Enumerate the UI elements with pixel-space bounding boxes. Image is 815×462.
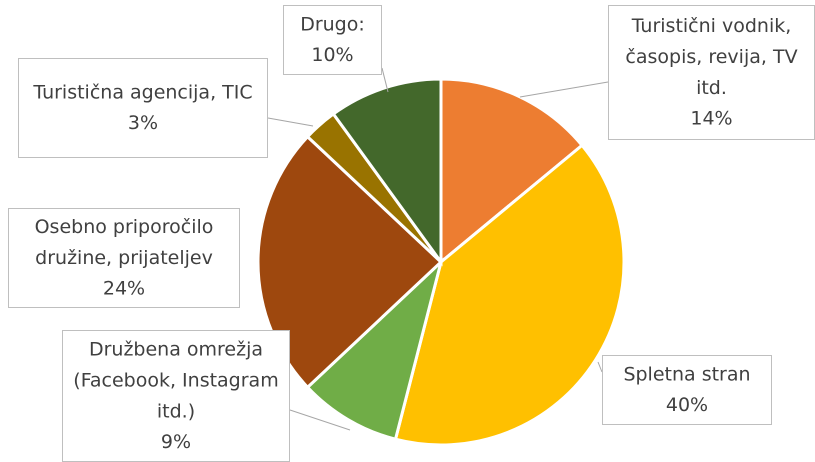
label-box bbox=[18, 58, 268, 158]
data-label: Družbena omrežja (Facebook, Instagram itd.… bbox=[62, 330, 290, 462]
pie bbox=[256, 77, 626, 447]
label-box bbox=[602, 355, 772, 425]
value-label: 3% bbox=[128, 112, 158, 134]
label-box bbox=[283, 5, 382, 75]
data-label: Spletna stran 40% bbox=[602, 355, 772, 425]
value-label: 40% bbox=[666, 394, 708, 416]
label-box bbox=[608, 5, 815, 140]
category-label: Osebno priporočilo družine, prijateljev bbox=[35, 216, 214, 269]
value-label: 24% bbox=[103, 278, 145, 300]
leader-lines bbox=[267, 67, 609, 431]
label-box bbox=[62, 330, 290, 462]
data-label: Osebno priporočilo družine, prijateljev 24… bbox=[8, 208, 240, 308]
leader-line bbox=[519, 81, 609, 98]
category-label: Turistični vodnik, časopis, revija, TV itd… bbox=[625, 15, 797, 99]
leader-line bbox=[289, 409, 351, 431]
value-label: 9% bbox=[161, 431, 191, 453]
value-label: 10% bbox=[311, 44, 353, 66]
value-label: 14% bbox=[690, 108, 732, 130]
slice bbox=[305, 257, 444, 442]
category-label: Turistična agencija, TIC bbox=[32, 81, 252, 103]
leader-line bbox=[381, 67, 389, 93]
category-label: Družbena omrežja (Facebook, Instagram itd.… bbox=[73, 338, 278, 422]
category-label: Drugo: bbox=[300, 13, 365, 35]
slice bbox=[393, 143, 626, 447]
data-label: Turistična agencija, TIC 3% bbox=[18, 58, 268, 158]
leader-line bbox=[267, 117, 314, 127]
slice bbox=[439, 77, 585, 266]
data-label: Drugo: 10% bbox=[283, 5, 382, 75]
leader-line bbox=[597, 361, 603, 373]
label-box bbox=[8, 208, 240, 308]
category-label: Spletna stran bbox=[623, 363, 750, 385]
slice bbox=[331, 77, 443, 267]
data-label: Turistični vodnik, časopis, revija, TV itd… bbox=[608, 5, 815, 140]
